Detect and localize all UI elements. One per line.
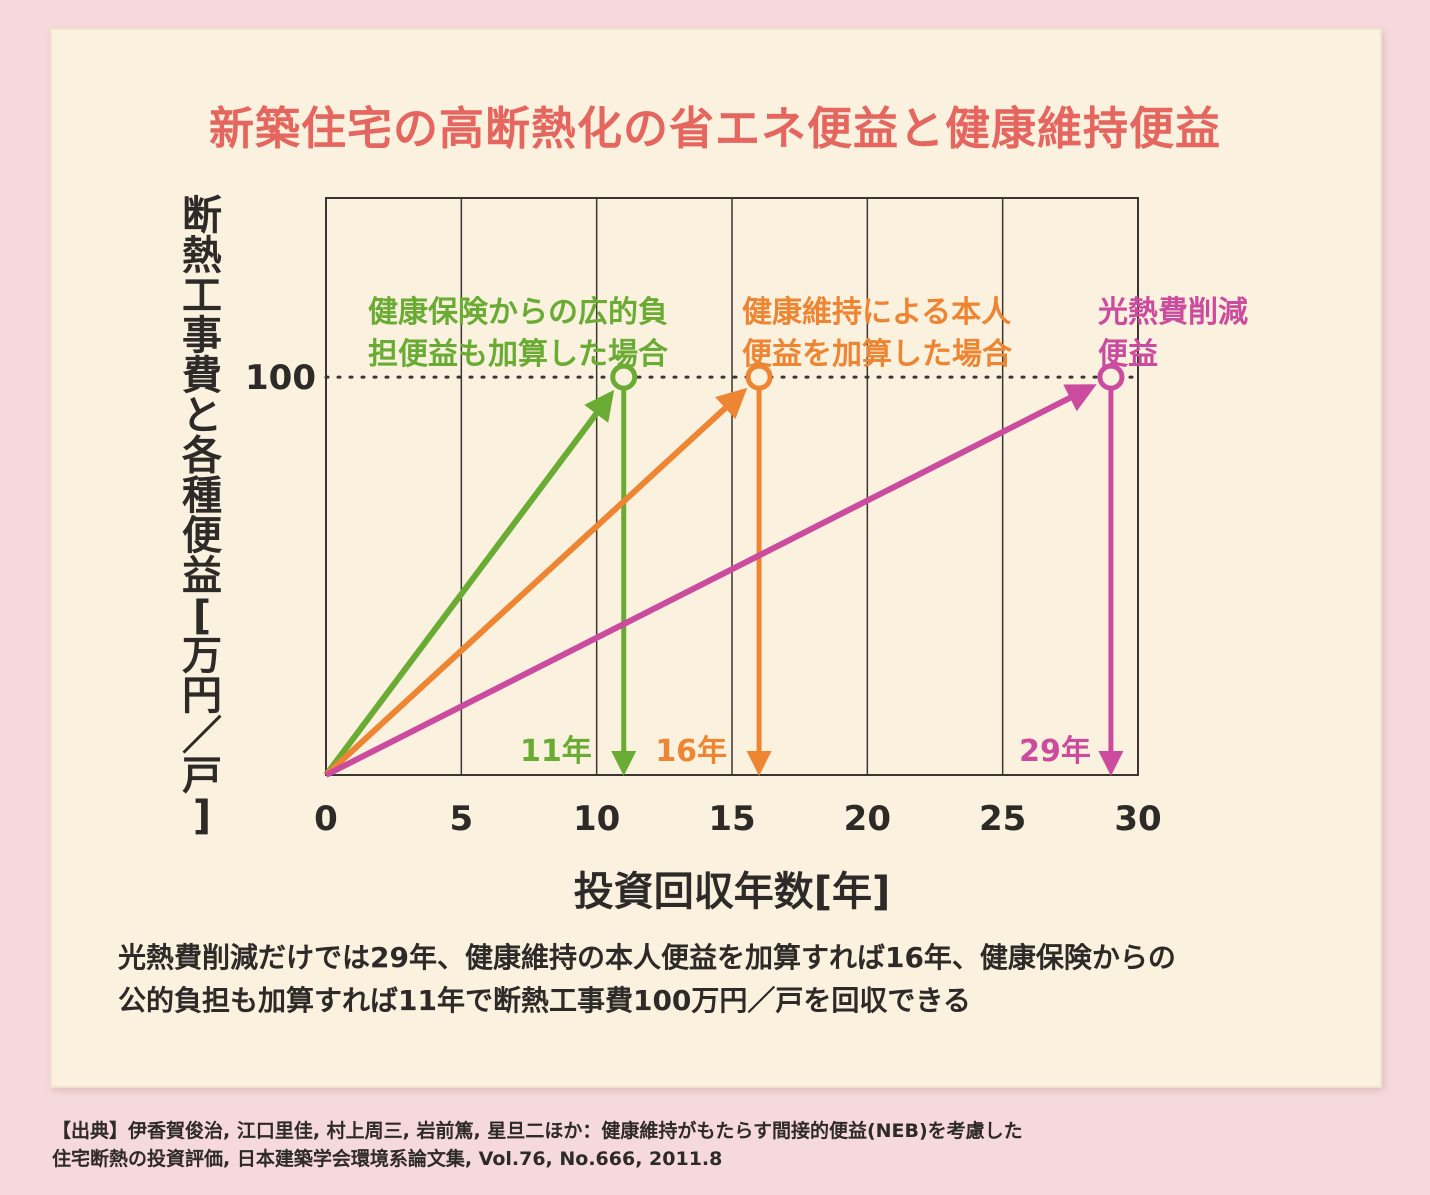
y-axis-label-char: 事 [182, 313, 222, 359]
y-axis-label-char: 種 [182, 473, 222, 519]
y-axis-label-char: ] [192, 793, 212, 839]
y-axis-label-char: 戸 [182, 753, 222, 799]
caption-line: 光熱費削減だけでは29年、健康維持の本人便益を加算すれば16年、健康保険からの [118, 941, 1176, 974]
chart-title: 新築住宅の高断熱化の省エネ便益と健康維持便益 [208, 102, 1221, 155]
y-axis-label-char: と [182, 393, 222, 439]
y-axis-label-char: 便 [182, 513, 222, 559]
figure-caption: 光熱費削減だけでは29年、健康維持の本人便益を加算すれば16年、健康保険からの … [118, 936, 1348, 1023]
y-axis-label: 断熱工事費と各種便益[万円／戸] [172, 196, 232, 836]
source-citation: 【出典】伊香賀俊治, 江口里佳, 村上周三, 岩前篤, 星旦二ほか：健康維持がも… [52, 1118, 1392, 1173]
y-axis-label-char: 万 [182, 633, 222, 679]
y-axis-label-char: ／ [182, 713, 222, 759]
chart-panel [50, 28, 1382, 1088]
y-axis-label-char: 工 [182, 273, 222, 319]
y-axis-label-char: 円 [182, 673, 222, 719]
y-axis-label-char: 益 [182, 553, 222, 599]
caption-line: 公的負担も加算すれば11年で断熱工事費100万円／戸を回収できる [118, 984, 971, 1018]
y-axis-label-char: 費 [182, 353, 222, 399]
y-axis-label-char: 熱 [182, 233, 222, 279]
source-line: 住宅断熱の投資評価, 日本建築学会環境系論文集, Vol.76, No.666,… [52, 1147, 723, 1170]
y-axis-label-char: 断 [182, 193, 222, 239]
source-line: 【出典】伊香賀俊治, 江口里佳, 村上周三, 岩前篤, 星旦二ほか：健康維持がも… [52, 1120, 1023, 1142]
y-axis-label-char: 各 [182, 433, 222, 479]
y-axis-label-char: [ [192, 593, 212, 639]
